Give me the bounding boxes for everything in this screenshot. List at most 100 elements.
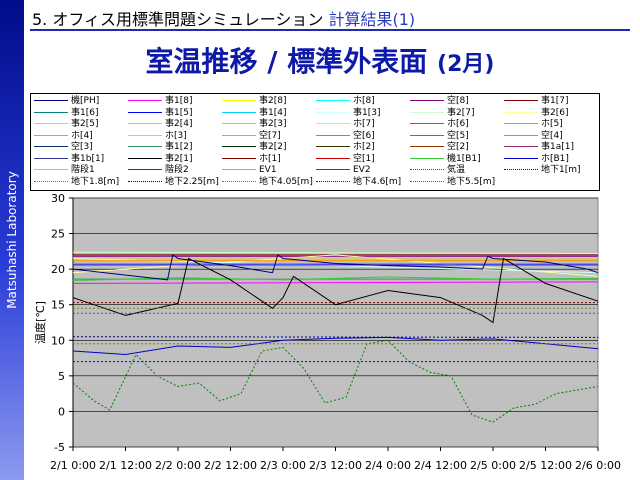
- legend-swatch: [410, 180, 444, 182]
- legend-label: 空[4]: [541, 130, 563, 141]
- legend-item: 事2[4]: [128, 119, 192, 129]
- legend-swatch: [410, 123, 444, 124]
- legend-label: 事1[5]: [165, 107, 193, 118]
- legend-swatch: [222, 111, 256, 113]
- legend-item: 空[8]: [410, 96, 469, 106]
- legend-swatch: [504, 100, 538, 101]
- legend-label: 事2[4]: [165, 119, 193, 129]
- legend-item: 地下4.6[m]: [316, 177, 401, 187]
- chart-legend: 機[PH] 事1[8] 事2[8] ホ[8] 空[8] 事1[7] 事1[6] 事1[5] 事1…: [30, 93, 600, 191]
- legend-swatch: [34, 146, 68, 147]
- legend-item: 地下2.25[m]: [128, 177, 219, 187]
- legend-label: 地下1[m]: [541, 165, 581, 175]
- legend-item: 空[3]: [34, 142, 93, 152]
- y-tick-label: 10: [51, 334, 65, 347]
- y-tick-label: 15: [51, 299, 65, 312]
- legend-item: ホ[6]: [410, 119, 469, 129]
- legend-swatch: [34, 111, 68, 113]
- sidebar-band: Matsuhashi Laboratory: [0, 0, 24, 480]
- legend-swatch: [222, 146, 256, 147]
- legend-swatch: [34, 100, 68, 101]
- legend-item: ホ[5]: [504, 119, 563, 129]
- legend-item: 事1[4]: [222, 108, 286, 118]
- legend-item: 空[4]: [504, 131, 563, 141]
- legend-label: 事2[1]: [165, 153, 193, 164]
- legend-label: 事1[8]: [165, 96, 193, 106]
- y-axis-label: 温度[℃]: [33, 301, 47, 344]
- title-main: 室温推移 / 標準外表面: [145, 45, 428, 78]
- legend-label: 事2[5]: [71, 119, 99, 129]
- legend-item: 事2[2]: [222, 142, 286, 152]
- legend-label: 空[6]: [353, 130, 375, 141]
- legend-label: 空[3]: [71, 142, 93, 152]
- legend-item: 事1a[1]: [504, 142, 574, 152]
- legend-label: 階段1: [71, 165, 95, 175]
- legend-swatch: [316, 100, 350, 101]
- legend-label: 事2[6]: [541, 107, 569, 118]
- series-line-12: [72, 257, 599, 324]
- legend-label: 空[2]: [447, 142, 469, 152]
- legend-label: EV1: [259, 165, 277, 175]
- series-line-18: [72, 336, 599, 338]
- x-tick-label: 2/2 0:00: [155, 459, 201, 472]
- legend-item: 事2[5]: [34, 119, 98, 129]
- x-tick-label: 2/4 0:00: [365, 459, 411, 472]
- y-tick-label: 25: [51, 228, 65, 241]
- legend-swatch: [222, 134, 256, 136]
- legend-swatch: [316, 169, 350, 170]
- series-line-0: [72, 281, 599, 284]
- legend-label: ホ[2]: [353, 142, 375, 152]
- legend-swatch: [504, 169, 538, 170]
- legend-item: 事1[7]: [504, 96, 568, 106]
- series-line-3: [72, 251, 599, 254]
- legend-label: 気温: [447, 165, 466, 175]
- legend-swatch: [316, 134, 350, 136]
- y-tick-label: -5: [54, 441, 65, 454]
- legend-label: ホ[B1]: [541, 153, 569, 164]
- header-result-label: 計算結果(1): [328, 10, 416, 29]
- legend-swatch: [504, 123, 538, 124]
- legend-item: 空[1]: [316, 154, 375, 164]
- slide-title: 室温推移 / 標準外表面 (2月): [0, 40, 640, 80]
- legend-item: EV2: [316, 165, 371, 175]
- legend-label: 事1[4]: [259, 107, 287, 118]
- y-tick-label: 20: [51, 263, 65, 276]
- legend-item: ホ[B1]: [504, 154, 569, 164]
- legend-swatch: [222, 157, 256, 159]
- plot-area: [72, 197, 599, 448]
- series-line-14: [72, 254, 599, 281]
- series-line-13: [72, 336, 599, 356]
- legend-label: ホ[6]: [447, 119, 469, 129]
- legend-label: 地下5.5[m]: [447, 176, 496, 187]
- legend-label: 事1a[1]: [541, 142, 574, 152]
- x-tick-label: 2/2 12:00: [204, 459, 257, 472]
- legend-swatch: [128, 169, 162, 170]
- legend-item: 地下1.8[m]: [34, 177, 119, 187]
- legend-swatch: [34, 123, 68, 124]
- legend-item: 気温: [410, 165, 465, 175]
- legend-item: ホ[8]: [316, 96, 375, 106]
- legend-label: ホ[8]: [353, 96, 375, 106]
- legend-item: ホ[3]: [128, 131, 187, 141]
- legend-label: 機1[B1]: [447, 153, 481, 164]
- legend-swatch: [128, 146, 162, 147]
- legend-item: ホ[1]: [222, 154, 281, 164]
- legend-item: 事2[7]: [410, 108, 474, 118]
- legend-label: ホ[3]: [165, 130, 187, 141]
- legend-item: 空[2]: [410, 142, 469, 152]
- x-tick-label: 2/1 0:00: [50, 459, 96, 472]
- header-number: 5.: [32, 10, 48, 29]
- legend-label: 事1[3]: [353, 107, 381, 118]
- legend-swatch: [34, 134, 68, 136]
- legend-label: 地下4.6[m]: [353, 176, 402, 187]
- title-sub: (2月): [437, 52, 495, 77]
- legend-swatch: [504, 146, 538, 147]
- legend-swatch: [410, 146, 444, 147]
- legend-swatch: [34, 180, 68, 182]
- legend-swatch: [222, 169, 256, 170]
- legend-item: 事1[5]: [128, 108, 192, 118]
- legend-swatch: [128, 123, 162, 124]
- legend-item: ホ[7]: [316, 119, 375, 129]
- legend-item: ホ[4]: [34, 131, 93, 141]
- y-tick-label: 0: [58, 405, 65, 418]
